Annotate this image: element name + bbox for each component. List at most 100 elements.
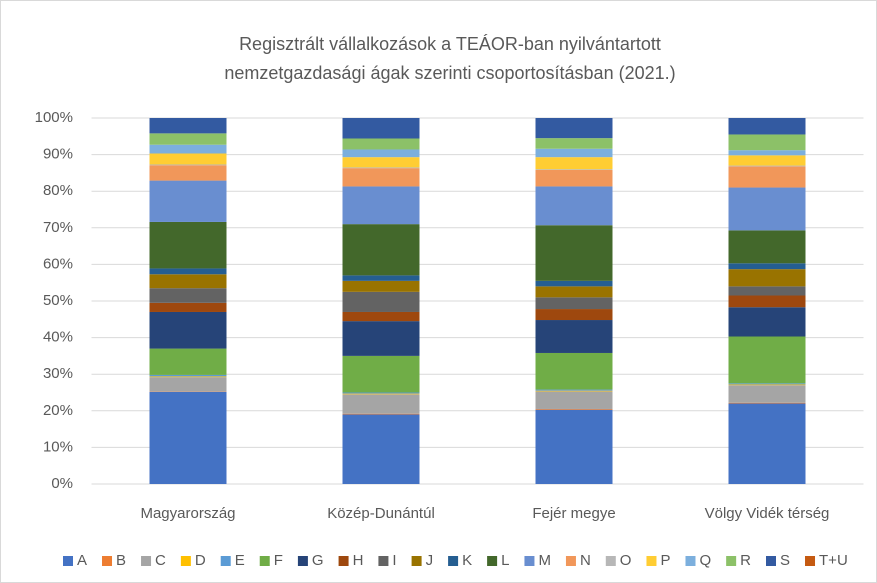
y-tick-label: 20%	[43, 402, 73, 419]
bar-segment	[728, 187, 806, 231]
x-tick-label: Völgy Vidék térség	[705, 505, 830, 522]
legend-swatch	[524, 556, 535, 566]
bar-segment	[149, 288, 227, 303]
legend-label: M	[538, 552, 551, 569]
bar-segment	[728, 263, 806, 270]
bar-segment	[342, 311, 420, 322]
bar-segment	[342, 392, 420, 394]
x-tick-label: Közép-Dunántúl	[327, 505, 435, 522]
bar-segment	[728, 295, 806, 308]
bar-segment	[535, 309, 613, 321]
bar-segment	[728, 269, 806, 287]
legend-swatch	[685, 556, 696, 566]
legend-swatch	[378, 556, 389, 566]
bar-segment	[728, 118, 806, 135]
legend-label: J	[426, 552, 434, 569]
legend-label: Q	[699, 552, 711, 569]
bar-segment	[342, 280, 420, 292]
bar-segment	[149, 376, 227, 378]
bar-segment	[149, 391, 227, 484]
chart-title: Regisztrált vállalkozások a TEÁOR-ban ny…	[239, 34, 661, 54]
bar-segment	[342, 167, 420, 169]
bar-segment	[728, 385, 806, 403]
y-tick-label: 50%	[43, 292, 73, 309]
bar-segment	[728, 165, 806, 167]
bar-segment	[149, 144, 227, 154]
bar-segment	[342, 149, 420, 158]
legend-label: D	[195, 552, 206, 569]
bar-segment	[535, 391, 613, 409]
legend-swatch	[646, 556, 657, 566]
bar-segment	[342, 413, 420, 415]
y-tick-label: 30%	[43, 365, 73, 382]
bar-segment	[342, 275, 420, 281]
bar-segment	[342, 224, 420, 276]
bar-segment	[535, 138, 613, 149]
bar-segment	[342, 157, 420, 168]
bar-segment	[342, 291, 420, 312]
legend-label: P	[660, 552, 670, 569]
bar-segment	[149, 348, 227, 375]
legend-swatch	[487, 556, 498, 566]
bar-segment	[149, 164, 227, 166]
bar-segment	[149, 221, 227, 269]
y-tick-label: 10%	[43, 438, 73, 455]
bar-segment	[342, 186, 420, 225]
bar-segment	[535, 225, 613, 281]
bar-segment	[728, 134, 806, 151]
bar-segment	[728, 403, 806, 484]
bar-segment	[535, 409, 613, 484]
legend-swatch	[565, 556, 576, 566]
legend-swatch	[766, 556, 776, 566]
bar-segment	[149, 311, 227, 349]
legend-label: K	[462, 552, 472, 569]
bar-segment	[728, 155, 806, 166]
bar-segment	[342, 321, 420, 356]
bar-segment	[149, 180, 227, 222]
y-tick-label: 0%	[51, 475, 73, 492]
bar-segment	[728, 383, 806, 385]
bar-segment	[728, 230, 806, 264]
legend-label: T+U	[819, 552, 848, 569]
bar-segment	[535, 320, 613, 353]
bar-segment	[535, 186, 613, 226]
y-tick-label: 80%	[43, 182, 73, 199]
bar-segment	[535, 389, 613, 391]
legend-label: B	[116, 552, 126, 569]
bar-segment	[149, 268, 227, 275]
bar-segment	[149, 133, 227, 145]
legend-label: R	[740, 552, 751, 569]
legend-label: N	[580, 552, 591, 569]
legend-label: I	[392, 552, 396, 569]
bar-segment	[149, 153, 227, 165]
bar-segment	[535, 118, 613, 139]
chart-title: nemzetgazdasági ágak szerinti csoportosí…	[224, 63, 675, 83]
x-tick-label: Fejér megye	[532, 505, 615, 522]
bar-segment	[728, 402, 806, 404]
y-tick-label: 40%	[43, 329, 73, 346]
bar-segment	[535, 286, 613, 298]
bar-segment	[728, 166, 806, 188]
bar-segment	[728, 307, 806, 337]
bar-segment	[342, 394, 420, 414]
legend-label: A	[77, 552, 87, 569]
legend-swatch	[102, 556, 113, 566]
bar-segment	[535, 169, 613, 187]
legend-label: H	[353, 552, 364, 569]
bar-segment	[535, 169, 613, 170]
legend-swatch	[605, 556, 616, 566]
bar-segment	[728, 336, 806, 384]
legend-swatch	[141, 556, 152, 566]
bar-segment	[149, 302, 227, 312]
bar-segment	[535, 157, 613, 170]
bar-segment	[535, 352, 613, 390]
y-tick-label: 60%	[43, 255, 73, 272]
y-tick-label: 70%	[43, 219, 73, 236]
legend-swatch	[805, 556, 816, 566]
legend-label: S	[780, 552, 790, 569]
bar-segment	[149, 165, 227, 181]
bar-segment	[342, 393, 420, 395]
legend-swatch	[180, 556, 191, 566]
legend-swatch	[220, 556, 231, 566]
